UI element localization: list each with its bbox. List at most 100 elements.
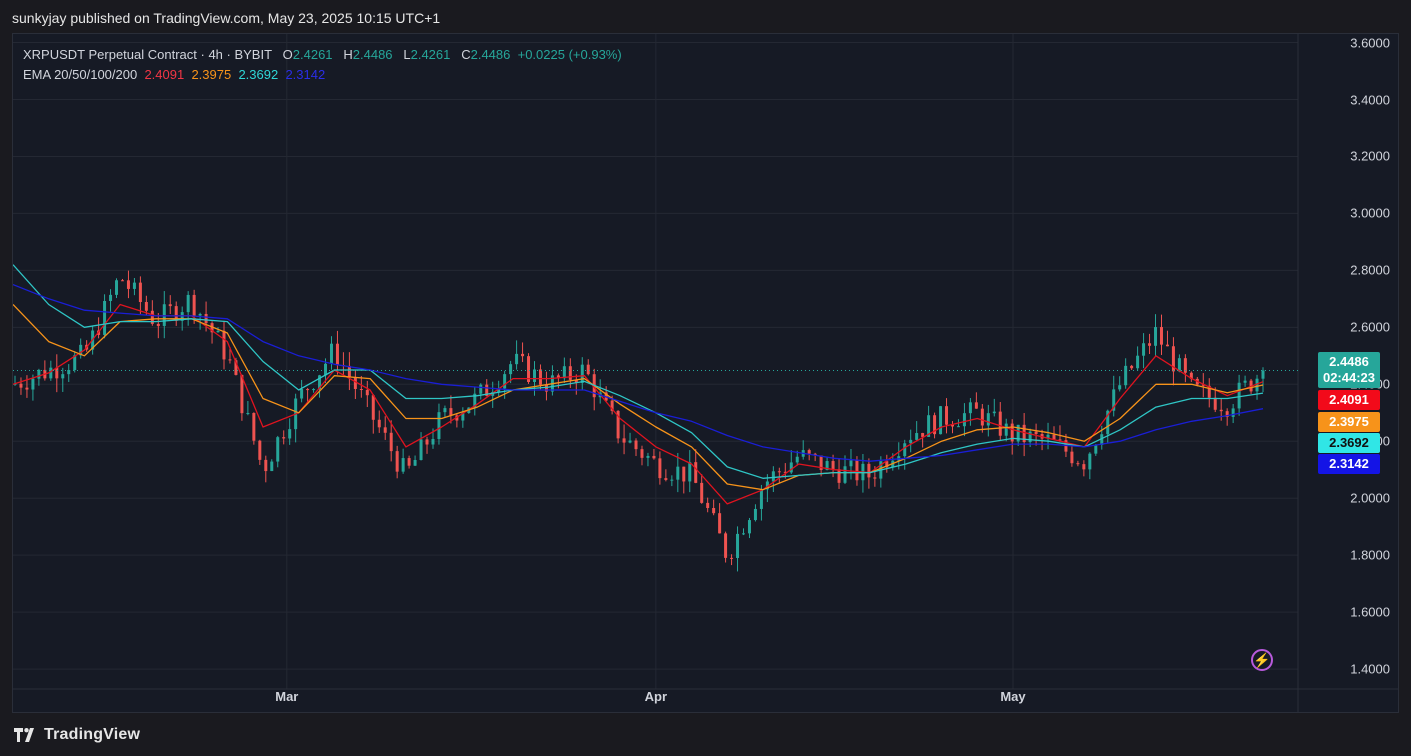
candle-body xyxy=(210,323,214,333)
candle-body xyxy=(1106,410,1110,435)
candle-body xyxy=(365,389,369,396)
candlestick-chart[interactable] xyxy=(13,34,1398,712)
candle-body xyxy=(503,374,507,389)
lightning-bolt-icon[interactable]: ⚡ xyxy=(1251,649,1273,671)
candle-body xyxy=(753,508,757,521)
candle-body xyxy=(132,282,136,289)
price-tick-label: 2.8000 xyxy=(1350,262,1390,278)
candle-body xyxy=(1237,382,1241,409)
candle-body xyxy=(437,412,441,439)
ema-line-ema200 xyxy=(13,283,1264,462)
candle-body xyxy=(425,439,429,445)
candle-body xyxy=(658,458,662,479)
candle-body xyxy=(622,438,626,443)
candle-body xyxy=(724,533,728,558)
candle-body xyxy=(1165,344,1169,347)
candle-body xyxy=(329,343,333,364)
candle-body xyxy=(1088,453,1092,470)
ema100-value: 2.3692 xyxy=(238,67,279,82)
candle-body xyxy=(688,462,692,482)
ohlc-row: XRPUSDT Perpetual Contract · 4h · BYBIT … xyxy=(23,45,622,65)
candle-body xyxy=(1082,464,1086,470)
candle-body xyxy=(276,437,280,462)
candle-body xyxy=(903,443,907,457)
candle-body xyxy=(1183,358,1187,373)
candle-body xyxy=(120,280,124,282)
candle-body xyxy=(574,379,578,383)
candle-body xyxy=(628,440,632,443)
time-tick-label: Mar xyxy=(275,689,299,704)
candle-body xyxy=(962,413,966,427)
candle-body xyxy=(222,330,226,360)
low-value: 2.4261 xyxy=(410,47,451,62)
candle-body xyxy=(646,455,650,458)
publish-caption: sunkyjay published on TradingView.com, M… xyxy=(12,10,441,26)
close-value: 2.4486 xyxy=(470,47,511,62)
candle-body xyxy=(318,375,322,390)
candle-body xyxy=(849,460,853,467)
candle-body xyxy=(413,460,417,466)
candle-body xyxy=(1112,389,1116,411)
candle-body xyxy=(1177,358,1181,372)
candle-body xyxy=(730,557,734,559)
candle-body xyxy=(1022,424,1026,443)
candle-body xyxy=(867,463,871,478)
candle-body xyxy=(156,323,160,326)
candle-body xyxy=(395,451,399,472)
candle-body xyxy=(288,429,292,439)
candle-body xyxy=(419,439,423,461)
candle-body xyxy=(986,413,990,426)
ema20-tag: 2.4091 xyxy=(1318,390,1380,410)
candle-body xyxy=(1148,343,1152,346)
candle-body xyxy=(37,369,41,379)
candle-body xyxy=(939,406,943,435)
candle-body xyxy=(377,419,381,428)
candle-body xyxy=(491,392,495,396)
ema-label[interactable]: EMA 20/50/100/200 xyxy=(23,67,138,82)
ema100-tag: 2.3692 xyxy=(1318,433,1380,453)
candle-body xyxy=(682,466,686,482)
candle-body xyxy=(771,471,775,482)
candle-body xyxy=(909,439,913,444)
candle-body xyxy=(1058,439,1062,441)
candle-body xyxy=(950,424,954,427)
candle-body xyxy=(640,449,644,458)
price-tick-label: 3.2000 xyxy=(1350,148,1390,164)
candle-body xyxy=(700,482,704,503)
candle-body xyxy=(1219,409,1223,412)
candle-body xyxy=(49,367,53,379)
candle-body xyxy=(736,533,740,559)
candle-body xyxy=(359,388,363,390)
candle-body xyxy=(67,370,71,375)
candle-body xyxy=(664,478,668,480)
candle-body xyxy=(968,402,972,414)
candle-body xyxy=(718,513,722,534)
candle-body xyxy=(300,389,304,399)
footer-brand[interactable]: TradingView xyxy=(14,724,140,746)
candle-body xyxy=(670,479,674,481)
price-tick-label: 2.6000 xyxy=(1350,319,1390,335)
candle-body xyxy=(353,377,357,389)
candle-body xyxy=(945,406,949,425)
time-tick-label: Apr xyxy=(644,689,668,704)
candle-body xyxy=(616,410,620,439)
candle-body xyxy=(1255,378,1259,392)
candle-body xyxy=(974,402,978,409)
candle-body xyxy=(1094,444,1098,454)
symbol-label[interactable]: XRPUSDT Perpetual Contract · 4h · BYBIT xyxy=(23,47,272,62)
candle-body xyxy=(1124,365,1128,386)
candle-body xyxy=(1028,431,1032,443)
candle-body xyxy=(270,461,274,472)
candle-body xyxy=(652,455,656,459)
candle-body xyxy=(933,415,937,435)
candle-body xyxy=(825,461,829,470)
candle-body xyxy=(759,489,763,509)
chart-panel[interactable]: XRPUSDT Perpetual Contract · 4h · BYBIT … xyxy=(12,33,1399,713)
candle-body xyxy=(1130,365,1134,369)
candle-body xyxy=(73,355,77,371)
candle-body xyxy=(694,462,698,483)
candle-body xyxy=(401,458,405,472)
candle-body xyxy=(855,460,859,481)
candle-body xyxy=(162,304,166,326)
candle-body xyxy=(1189,372,1193,379)
